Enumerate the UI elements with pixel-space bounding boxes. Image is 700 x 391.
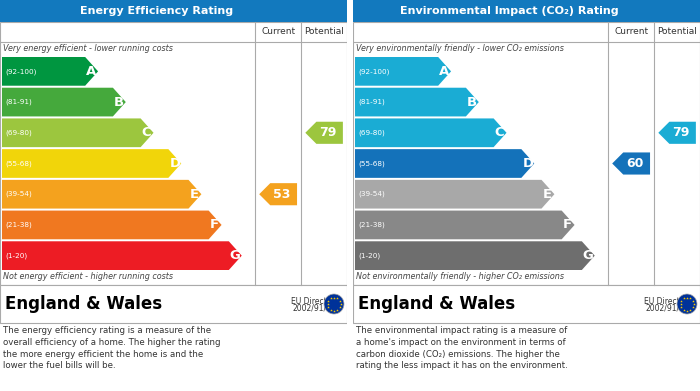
Text: 2002/91/EC: 2002/91/EC <box>646 303 690 312</box>
Text: (39-54): (39-54) <box>5 191 32 197</box>
Text: The energy efficiency rating is a measure of the
overall efficiency of a home. T: The energy efficiency rating is a measur… <box>3 326 220 370</box>
Text: (39-54): (39-54) <box>358 191 385 197</box>
Bar <box>347 0 353 391</box>
Text: F: F <box>210 219 219 231</box>
Text: Potential: Potential <box>657 27 697 36</box>
Text: England & Wales: England & Wales <box>358 295 515 313</box>
Polygon shape <box>305 122 343 144</box>
Polygon shape <box>2 88 126 117</box>
Text: Current: Current <box>261 27 295 36</box>
Bar <box>353 285 700 323</box>
Text: Not energy efficient - higher running costs: Not energy efficient - higher running co… <box>3 272 173 281</box>
Text: E: E <box>190 188 199 201</box>
Bar <box>353 0 700 22</box>
Polygon shape <box>2 211 222 239</box>
Text: A: A <box>86 65 97 78</box>
Bar <box>0 285 347 323</box>
Text: Very environmentally friendly - lower CO₂ emissions: Very environmentally friendly - lower CO… <box>356 44 564 53</box>
Text: C: C <box>141 126 151 139</box>
Text: D: D <box>169 157 181 170</box>
Text: C: C <box>495 126 504 139</box>
Text: Energy Efficiency Rating: Energy Efficiency Rating <box>80 6 232 16</box>
Text: (1-20): (1-20) <box>5 253 27 259</box>
Polygon shape <box>355 180 554 208</box>
Text: (21-38): (21-38) <box>5 222 32 228</box>
Bar <box>0 0 347 22</box>
Text: 79: 79 <box>672 126 689 139</box>
Polygon shape <box>355 118 507 147</box>
Text: (92-100): (92-100) <box>358 68 389 75</box>
Polygon shape <box>2 241 241 270</box>
Text: F: F <box>563 219 572 231</box>
Text: A: A <box>439 65 449 78</box>
Text: B: B <box>114 95 124 109</box>
Polygon shape <box>355 241 595 270</box>
Text: Not environmentally friendly - higher CO₂ emissions: Not environmentally friendly - higher CO… <box>356 272 564 281</box>
Text: The environmental impact rating is a measure of
a home's impact on the environme: The environmental impact rating is a mea… <box>356 326 568 370</box>
Polygon shape <box>355 57 451 86</box>
Polygon shape <box>259 183 297 205</box>
Polygon shape <box>355 211 575 239</box>
Polygon shape <box>2 118 153 147</box>
Text: Environmental Impact (CO₂) Rating: Environmental Impact (CO₂) Rating <box>400 6 619 16</box>
Text: 79: 79 <box>318 126 336 139</box>
Text: (69-80): (69-80) <box>5 129 32 136</box>
Polygon shape <box>2 149 181 178</box>
Polygon shape <box>2 180 202 208</box>
Text: Potential: Potential <box>304 27 344 36</box>
Text: (92-100): (92-100) <box>5 68 36 75</box>
Text: E: E <box>542 188 552 201</box>
Polygon shape <box>658 122 696 144</box>
Text: (55-68): (55-68) <box>358 160 385 167</box>
Bar <box>353 22 700 285</box>
Polygon shape <box>2 57 98 86</box>
Bar <box>0 22 347 285</box>
Circle shape <box>677 294 697 314</box>
Polygon shape <box>355 149 534 178</box>
Text: (69-80): (69-80) <box>358 129 385 136</box>
Text: EU Directive: EU Directive <box>645 296 692 305</box>
Text: England & Wales: England & Wales <box>5 295 162 313</box>
Text: G: G <box>583 249 594 262</box>
Text: 60: 60 <box>626 157 643 170</box>
Text: (81-91): (81-91) <box>358 99 385 105</box>
Text: B: B <box>467 95 477 109</box>
Text: G: G <box>230 249 241 262</box>
Text: D: D <box>522 157 533 170</box>
Circle shape <box>324 294 344 314</box>
Text: Very energy efficient - lower running costs: Very energy efficient - lower running co… <box>3 44 173 53</box>
Polygon shape <box>355 88 479 117</box>
Text: (55-68): (55-68) <box>5 160 32 167</box>
Text: 2002/91/EC: 2002/91/EC <box>293 303 337 312</box>
Text: 53: 53 <box>273 188 290 201</box>
Text: (1-20): (1-20) <box>358 253 380 259</box>
Text: (21-38): (21-38) <box>358 222 385 228</box>
Text: (81-91): (81-91) <box>5 99 32 105</box>
Text: Current: Current <box>614 27 648 36</box>
Polygon shape <box>612 152 650 174</box>
Text: EU Directive: EU Directive <box>291 296 339 305</box>
